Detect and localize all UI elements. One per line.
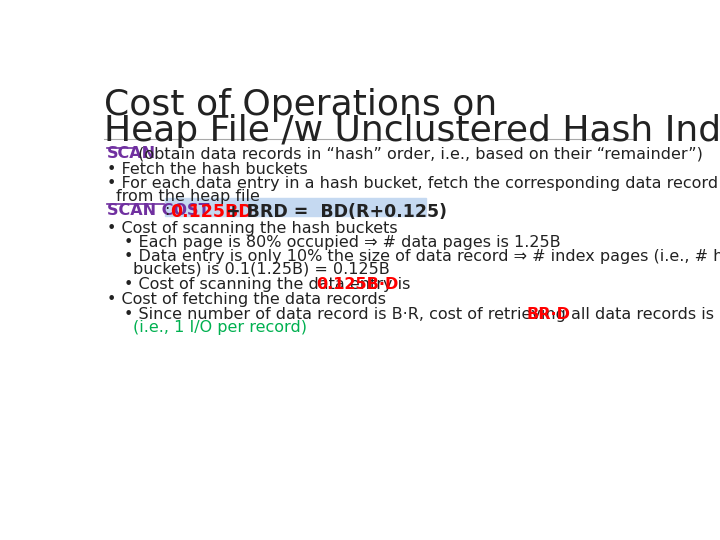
Text: BR·D: BR·D <box>526 307 570 322</box>
Text: SCAN: SCAN <box>107 146 156 161</box>
Text: • Cost of fetching the data records: • Cost of fetching the data records <box>107 292 386 307</box>
Text: • Fetch the hash buckets: • Fetch the hash buckets <box>107 162 308 177</box>
Text: Heap File /w Unclustered Hash Index (2): Heap File /w Unclustered Hash Index (2) <box>104 114 720 148</box>
Text: SCAN COST: SCAN COST <box>107 202 210 218</box>
Text: 0.125BD: 0.125BD <box>171 202 253 221</box>
Text: • Cost of scanning the hash buckets: • Cost of scanning the hash buckets <box>107 221 397 236</box>
Text: buckets) is 0.1(1.25B) = 0.125B: buckets) is 0.1(1.25B) = 0.125B <box>133 262 390 277</box>
Text: (obtain data records in “hash” order, i.e., based on their “remainder”): (obtain data records in “hash” order, i.… <box>132 146 703 161</box>
Text: • For each data entry in a hash bucket, fetch the corresponding data record: • For each data entry in a hash bucket, … <box>107 176 718 191</box>
Text: (i.e., 1 I/O per record): (i.e., 1 I/O per record) <box>133 320 307 335</box>
Text: Cost of Operations on: Cost of Operations on <box>104 88 498 122</box>
Text: • Each page is 80% occupied ⇒ # data pages is 1.25B: • Each page is 80% occupied ⇒ # data pag… <box>124 235 561 250</box>
Text: from the heap file: from the heap file <box>117 189 260 204</box>
Text: 0.125B·D: 0.125B·D <box>316 276 399 292</box>
Text: • Cost of scanning the data entry is: • Cost of scanning the data entry is <box>124 276 415 292</box>
Text: + BRD =  BD(R+0.125): + BRD = BD(R+0.125) <box>220 202 447 221</box>
FancyBboxPatch shape <box>165 198 426 217</box>
Text: • Data entry is only 10% the size of data record ⇒ # index pages (i.e., # hash: • Data entry is only 10% the size of dat… <box>124 249 720 264</box>
Text: • Since number of data record is B·R, cost of retrieving all data records is: • Since number of data record is B·R, co… <box>124 307 719 322</box>
Text: :: : <box>164 202 170 218</box>
